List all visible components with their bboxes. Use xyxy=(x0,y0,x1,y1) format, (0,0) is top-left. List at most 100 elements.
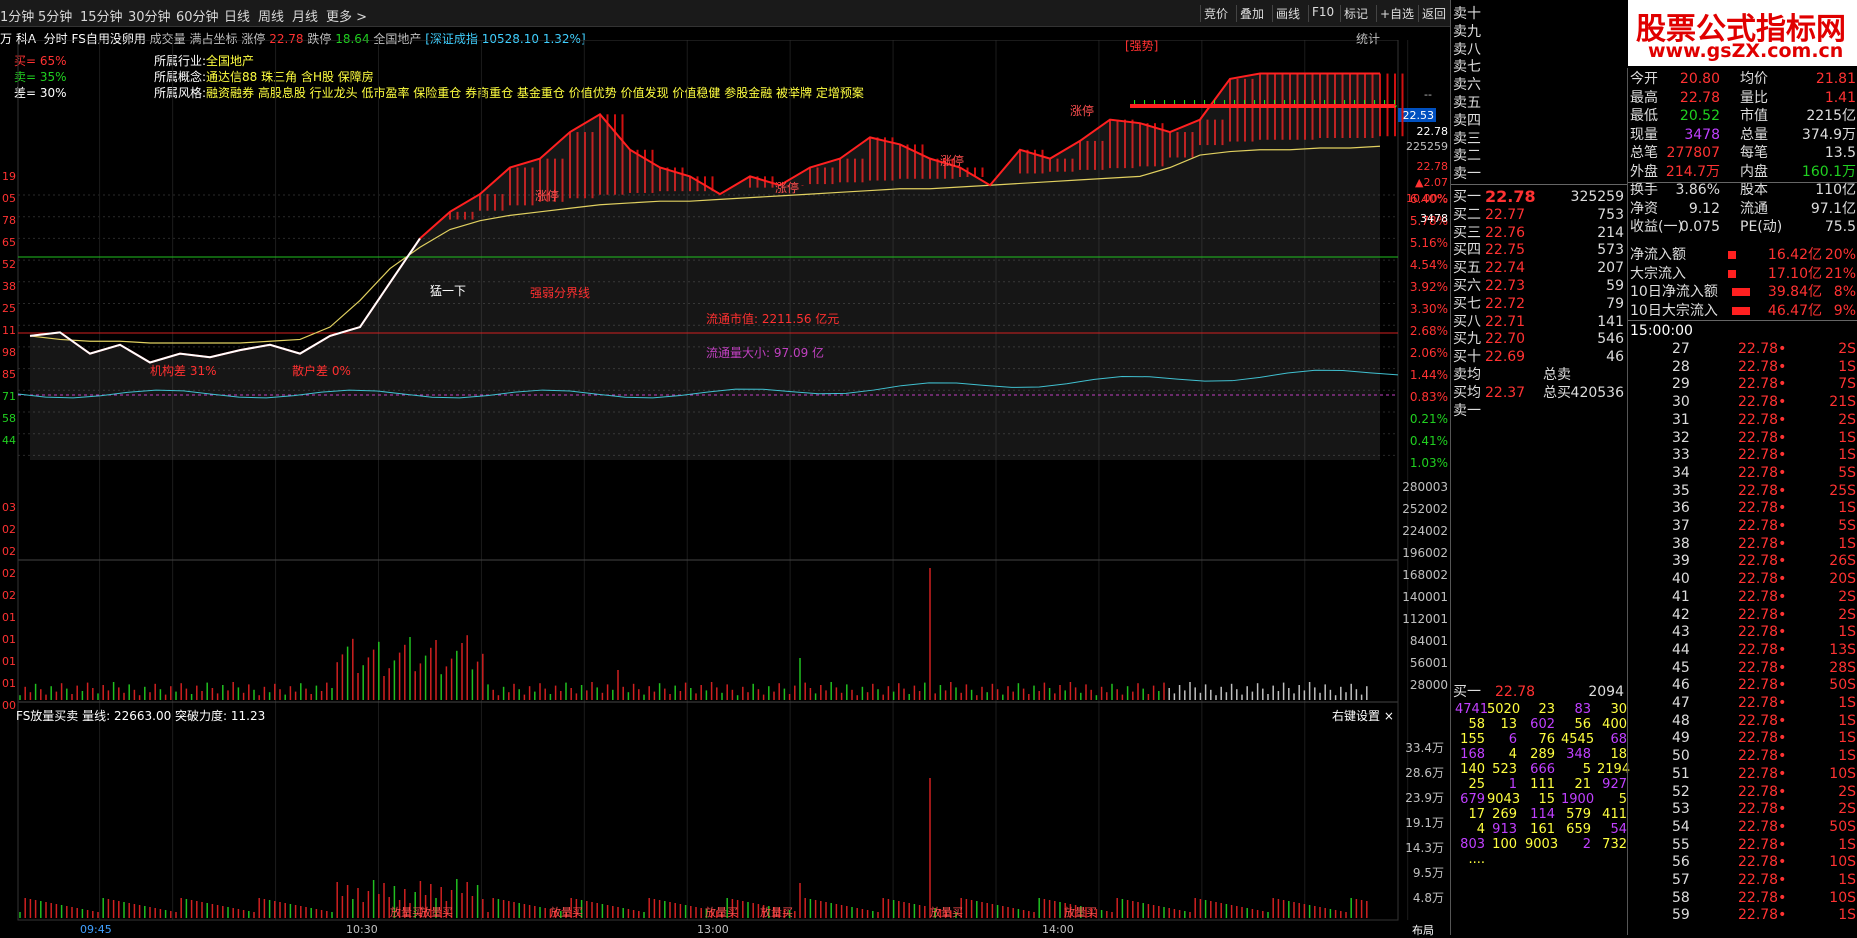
tick-second: 41 xyxy=(1672,588,1690,605)
stat-button[interactable]: 统计 xyxy=(1356,32,1381,46)
side-value: 3478 xyxy=(1420,212,1448,225)
sell-level-label: 卖三 xyxy=(1453,130,1481,147)
period-week[interactable]: 周线 xyxy=(258,10,285,25)
tick-volume: 2S xyxy=(1838,606,1856,623)
fs-axis-value: 33.4万 xyxy=(1405,741,1444,755)
period-day[interactable]: 日线 xyxy=(224,10,251,25)
stock-info-bar: 万 科A 分时 FS自用没卵用 成交量 满占坐标 涨停 22.78 跌停 18.… xyxy=(0,30,586,47)
queue-cell: 9003 xyxy=(1525,837,1559,852)
burst-annotation: 猛一下 xyxy=(430,284,466,298)
tick-second: 32 xyxy=(1672,429,1690,446)
tick-price: 22.78• xyxy=(1738,394,1787,411)
period-60min[interactable]: 60分钟 xyxy=(176,10,219,25)
queue-cell: 579 xyxy=(1566,807,1591,822)
period-30min[interactable]: 30分钟 xyxy=(128,10,171,25)
price-axis-left: 71 xyxy=(2,390,16,403)
draw-button[interactable]: 画线 xyxy=(1272,5,1303,22)
add-favorite-button[interactable]: +自选 xyxy=(1376,5,1417,22)
tick-second: 49 xyxy=(1672,730,1690,747)
tick-second: 56 xyxy=(1672,854,1690,871)
tick-volume: 20S xyxy=(1829,571,1856,588)
quote-label: 总笔 xyxy=(1630,145,1658,161)
time-label: 10:30 xyxy=(346,923,378,935)
overlay-button[interactable]: 叠加 xyxy=(1236,5,1267,22)
tick-price: 22.78• xyxy=(1738,677,1787,694)
tick-price: 22.78• xyxy=(1738,695,1787,711)
tick-volume: 50S xyxy=(1829,818,1856,835)
queue-cell xyxy=(1597,851,1627,869)
buy-level-volume: 573 xyxy=(1597,242,1624,259)
buy-level-label: 买四 xyxy=(1453,242,1481,259)
total-buy-value: 420536 xyxy=(1570,385,1624,401)
vol-axis-value: 140001 xyxy=(1402,590,1448,604)
period-1min[interactable]: 1分钟 xyxy=(0,10,35,25)
tick-price: 22.78• xyxy=(1738,889,1787,906)
tick-second: 28 xyxy=(1672,358,1690,375)
queue-cell: 100 xyxy=(1492,837,1517,852)
mode-label[interactable]: 分时 xyxy=(43,32,68,46)
diff-ratio: 差= 30% xyxy=(14,86,67,100)
period-5min[interactable]: 5分钟 xyxy=(38,10,73,25)
fs-axis-value: 4.8万 xyxy=(1413,891,1444,905)
buy-level-price: 22.77 xyxy=(1485,206,1526,223)
price-axis-pct: 1.03% xyxy=(1410,456,1448,470)
buy-level-volume: 753 xyxy=(1597,206,1624,223)
vol-label: 成交量 xyxy=(149,32,186,46)
formula-label: FS自用没卵用 xyxy=(71,32,146,46)
tick-second: 47 xyxy=(1672,695,1690,711)
buy-level-price: 22.71 xyxy=(1485,313,1526,330)
tick-volume: 10S xyxy=(1829,765,1856,782)
f10-button[interactable]: F10 xyxy=(1308,5,1337,22)
price-axis-pct: 5.16% xyxy=(1410,236,1448,250)
queue-cell: 1900 xyxy=(1561,792,1595,807)
quote-value: 9.12 xyxy=(1688,200,1720,217)
mark-button[interactable]: 标记 xyxy=(1340,5,1371,22)
quote-label: PE(动) xyxy=(1740,219,1783,235)
tick-price: 22.78• xyxy=(1738,376,1787,393)
inst-diff-annotation: 机构差 31% xyxy=(150,363,217,378)
buy-level-price: 22.73 xyxy=(1485,278,1526,294)
period-15min[interactable]: 15分钟 xyxy=(80,10,123,25)
vol-axis-left: 02 xyxy=(2,545,16,558)
flow-value: 17.10亿 xyxy=(1767,265,1822,282)
quote-value: 3.86% xyxy=(1675,182,1720,198)
layout-button[interactable]: 布局 xyxy=(1412,924,1434,937)
buy-level-volume: 214 xyxy=(1597,224,1624,241)
queue-cell: 732 xyxy=(1602,837,1627,852)
queue-cell xyxy=(1561,851,1591,869)
quote-label: 外盘 xyxy=(1630,163,1658,180)
tick-price: 22.78• xyxy=(1738,411,1787,428)
queue-cell: 5 xyxy=(1582,762,1591,777)
quote-value: 97.1亿 xyxy=(1810,200,1856,217)
queue-cell: 602 xyxy=(1530,717,1555,732)
vol-axis-left: 02 xyxy=(2,589,16,602)
tick-price: 22.78• xyxy=(1738,358,1787,375)
quote-label: 量比 xyxy=(1740,89,1768,106)
auction-button[interactable]: 竞价 xyxy=(1200,5,1231,22)
sell-ratio: 卖= 35% xyxy=(14,70,67,84)
price-axis-pct: 2.06% xyxy=(1410,346,1448,360)
buy-level-price: 22.69 xyxy=(1485,349,1526,366)
style-value: 融资融券 高股息股 行业龙头 低市盈率 保险重仓 券商重仓 基金重仓 价值优势 … xyxy=(206,86,864,100)
tick-price: 22.78• xyxy=(1738,907,1787,924)
fs-setting-button[interactable]: 右键设置 × xyxy=(1332,709,1394,723)
intraday-chart: 6.40% 5.78% 5.16% 4.54% 3.92% 3.30% 2.68% 2.06%… xyxy=(2,40,1448,935)
vol-axis-value: 56001 xyxy=(1410,656,1448,670)
period-month[interactable]: 月线 xyxy=(292,10,319,25)
queue-cell: 58 xyxy=(1468,717,1485,732)
vol-axis-value: 168002 xyxy=(1402,568,1448,582)
price-axis-pct: 1.44% xyxy=(1410,368,1448,382)
more-button[interactable]: 更多 > xyxy=(326,10,368,25)
queue-head-price: 22.78 xyxy=(1495,684,1536,700)
queue-cell: 679 xyxy=(1460,792,1485,807)
tick-second: 44 xyxy=(1672,641,1690,658)
queue-cell: 56 xyxy=(1574,717,1591,732)
tick-second: 54 xyxy=(1672,818,1690,835)
site-logo: 股票公式指标网 www.gsZX.com.cn xyxy=(1628,0,1857,66)
back-button[interactable]: 返回 xyxy=(1418,5,1449,22)
quote-label: 市值 xyxy=(1740,108,1768,124)
queue-cell: 2 xyxy=(1582,837,1591,852)
tick-price: 22.78• xyxy=(1738,482,1787,499)
tick-volume: 1S xyxy=(1838,447,1856,464)
vol-axis-left: 02 xyxy=(2,567,16,580)
